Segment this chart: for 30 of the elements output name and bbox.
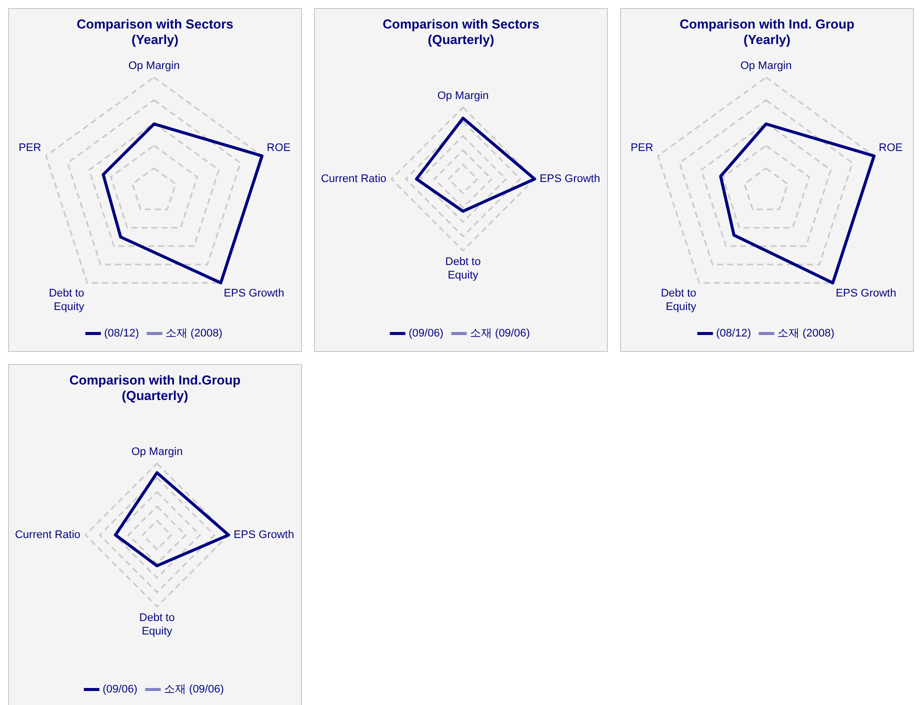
legend-label: (09/06) (102, 684, 138, 696)
series-label: 소재 (2008) (166, 328, 222, 340)
text: Comparison with Sectors (Quarterly) (382, 16, 540, 47)
spoke-label: Op Margin (131, 446, 183, 458)
spoke-label: Debt to Equity (445, 256, 481, 282)
spoke-label: Debt to Equity (660, 288, 697, 313)
spoke-label: Op Margin (128, 60, 180, 72)
spoke-label: Debt to Equity (139, 612, 175, 638)
spoke-label: Debt to Equity (48, 288, 85, 313)
spoke-label: EPS Growth (540, 173, 600, 186)
series-label: 소재 (09/06) (470, 328, 530, 340)
spoke-label: EPS Growth (224, 288, 284, 300)
series-label: 소재 (09/06) (164, 684, 224, 696)
spoke-label: Current Ratio (320, 173, 386, 186)
spoke-label: EPS Growth (234, 529, 294, 542)
spoke-label: Op Margin (437, 90, 489, 102)
spoke-label: Op Margin (740, 60, 792, 72)
spoke-label: ROE (878, 142, 903, 154)
legend-label: (08/12) (716, 328, 752, 340)
series-label: 소재 (2008) (778, 328, 834, 340)
legend-label: (09/06) (408, 328, 444, 340)
text: Comparison with Ind. Group (Yearly) (680, 16, 854, 47)
text: Comparison with Ind.Group (Quarterly) (69, 372, 241, 403)
spoke-label: PER (18, 142, 42, 154)
spoke-label: EPS Growth (836, 288, 896, 300)
spoke-label: Current Ratio (14, 529, 80, 542)
spoke-label: PER (630, 142, 654, 154)
spoke-label: ROE (266, 142, 291, 154)
legend-label: (08/12) (104, 328, 140, 340)
text: Comparison with Sectors (Yearly) (76, 16, 234, 47)
